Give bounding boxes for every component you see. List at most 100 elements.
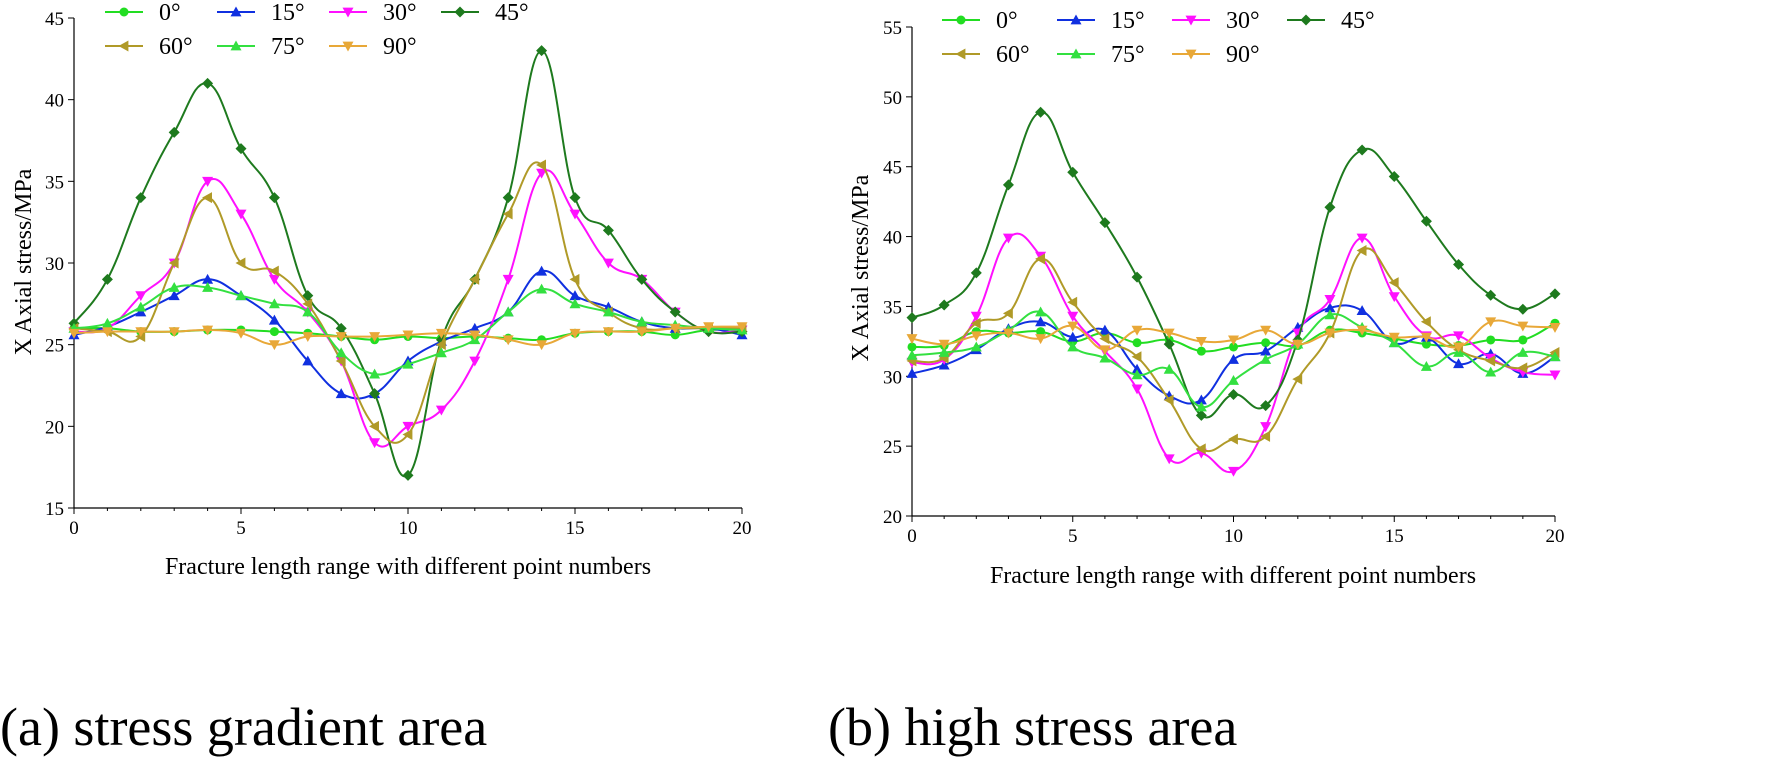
chart-b-point-75deg	[1420, 361, 1432, 371]
chart-b-point-75deg	[1099, 352, 1111, 363]
chart-a-point-60deg	[469, 273, 480, 285]
chart-a-point-90deg	[502, 335, 514, 346]
chart-a-point-90deg	[68, 328, 80, 339]
chart-a-point-60deg	[536, 159, 546, 171]
chart-b-xlabel: Fracture length range with different poi…	[990, 563, 1476, 589]
chart-a-legend-item-75deg: 75°	[217, 34, 305, 60]
chart-a-point-45deg	[135, 192, 147, 204]
chart-a-point-90deg	[736, 322, 748, 333]
chart-b-point-0deg	[1196, 346, 1206, 356]
chart-b-point-60deg	[1228, 433, 1238, 445]
chart-b-legend-item-90deg: 90°	[1172, 42, 1260, 68]
chart-a-legend-label: 15°	[271, 0, 305, 26]
chart-a-point-30deg	[502, 274, 514, 285]
chart-a-point-45deg	[536, 45, 548, 57]
chart-b-legend-label: 30°	[1226, 8, 1260, 34]
chart-a-point-30deg	[268, 274, 280, 285]
chart-a-point-30deg	[536, 168, 548, 179]
chart-a-legend-marker	[342, 41, 354, 52]
chart-a-point-60deg	[168, 257, 179, 269]
chart-b-legend-marker	[1070, 48, 1082, 59]
chart-b-legend-item-75deg: 75°	[1057, 42, 1145, 68]
chart-b-point-0deg	[1518, 335, 1528, 345]
chart-a-point-75deg	[235, 290, 247, 301]
chart-a-legend-label: 45°	[495, 0, 529, 26]
chart-b-legend: 0° 15° 30° 45° 60° 75° 90°	[942, 8, 1375, 68]
chart-a-point-60deg	[369, 420, 379, 432]
chart-b-point-90deg	[1388, 332, 1400, 343]
chart-a-x-tick-label: 10	[399, 518, 418, 539]
chart-b-point-90deg	[1002, 328, 1014, 339]
chart-a-point-75deg	[569, 298, 581, 309]
chart-b-point-90deg	[1195, 336, 1207, 347]
chart-b-point-30deg	[1324, 295, 1336, 305]
chart-a-point-15deg	[536, 265, 548, 276]
chart-a-legend-label: 0°	[159, 0, 181, 26]
chart-a-legend-label: 30°	[383, 0, 417, 26]
chart-b-point-60deg	[1292, 373, 1303, 385]
chart-b-series-45deg	[906, 106, 1561, 421]
chart-a-point-90deg	[202, 325, 214, 336]
chart-b-legend-marker	[1185, 15, 1197, 26]
chart-a-x-tick-label: 5	[236, 518, 246, 539]
chart-b-point-75deg	[938, 347, 950, 357]
chart-b-point-75deg	[906, 349, 918, 360]
chart-b-point-75deg	[1517, 347, 1529, 357]
chart-b-point-30deg	[1228, 466, 1239, 477]
chart-a-legend-label: 60°	[159, 34, 193, 60]
chart-a-legend-item-30deg: 30°	[329, 0, 417, 26]
chart-b-y-tick-label: 30	[883, 367, 902, 388]
chart-b-point-60deg	[970, 317, 981, 329]
chart-b-point-30deg	[1067, 311, 1079, 322]
chart-b-legend-marker	[956, 15, 966, 25]
chart-b-point-15deg	[1067, 331, 1079, 342]
chart-b-point-90deg	[1163, 328, 1175, 339]
chart-a-series-75deg	[68, 282, 748, 379]
chart-a-point-75deg	[335, 347, 347, 358]
chart-b-point-60deg	[1002, 307, 1013, 319]
chart-b-point-45deg	[1002, 179, 1014, 191]
chart-a-y-tick-label: 35	[45, 172, 64, 193]
chart-b-y-tick-label: 55	[883, 18, 902, 39]
chart-a-point-15deg	[302, 355, 314, 366]
chart-b-point-90deg	[1067, 321, 1079, 332]
chart-b-point-60deg	[1356, 245, 1367, 257]
chart-a-y-tick-label: 45	[45, 9, 64, 30]
chart-b-point-45deg	[1163, 338, 1175, 350]
chart-b-point-30deg	[1453, 331, 1465, 342]
chart-b-legend-item-30deg: 30°	[1172, 8, 1260, 34]
chart-b-point-90deg	[1356, 325, 1368, 336]
chart-a-point-60deg	[569, 273, 580, 285]
chart-b-legend-label: 0°	[996, 8, 1018, 34]
chart-b-point-30deg	[1163, 454, 1175, 465]
chart-a-point-30deg	[435, 405, 447, 416]
chart-b-point-60deg	[1035, 253, 1045, 265]
chart-a-point-90deg	[569, 328, 581, 339]
chart-a-legend-marker	[342, 7, 354, 18]
chart-b-y-tick-label: 25	[883, 437, 902, 458]
chart-a-point-90deg	[536, 340, 548, 351]
chart-a-point-90deg	[335, 332, 347, 342]
chart-b-y-tick-label: 45	[883, 158, 902, 179]
chart-b-point-0deg	[1421, 339, 1431, 349]
chart-a-point-75deg	[502, 306, 514, 317]
chart-b-plot-area: 0 5 10 15 20 20 25 30 35 40 45 50 55	[883, 18, 1565, 547]
chart-b-point-75deg	[970, 341, 982, 352]
chart-b-point-60deg	[1260, 430, 1271, 442]
chart-b-point-45deg	[970, 267, 982, 279]
chart-b-point-75deg	[1067, 341, 1079, 352]
chart-b-point-45deg	[1324, 201, 1336, 213]
chart-a-point-30deg	[469, 356, 481, 367]
chart-b-point-0deg	[907, 342, 917, 352]
chart-b-point-90deg	[938, 339, 950, 350]
chart-a-point-90deg	[602, 327, 614, 338]
chart-b-series-90deg	[906, 317, 1561, 356]
chart-a-point-60deg	[135, 331, 146, 342]
chart-b-point-0deg	[1486, 335, 1496, 345]
chart-b-x-tick-label: 20	[1546, 526, 1565, 547]
chart-a-point-75deg	[202, 282, 214, 292]
chart-b-point-30deg	[1260, 422, 1272, 433]
chart-a-point-15deg	[569, 290, 581, 301]
chart-b-x-tick-label: 5	[1068, 526, 1078, 547]
chart-a-point-45deg	[402, 469, 414, 481]
